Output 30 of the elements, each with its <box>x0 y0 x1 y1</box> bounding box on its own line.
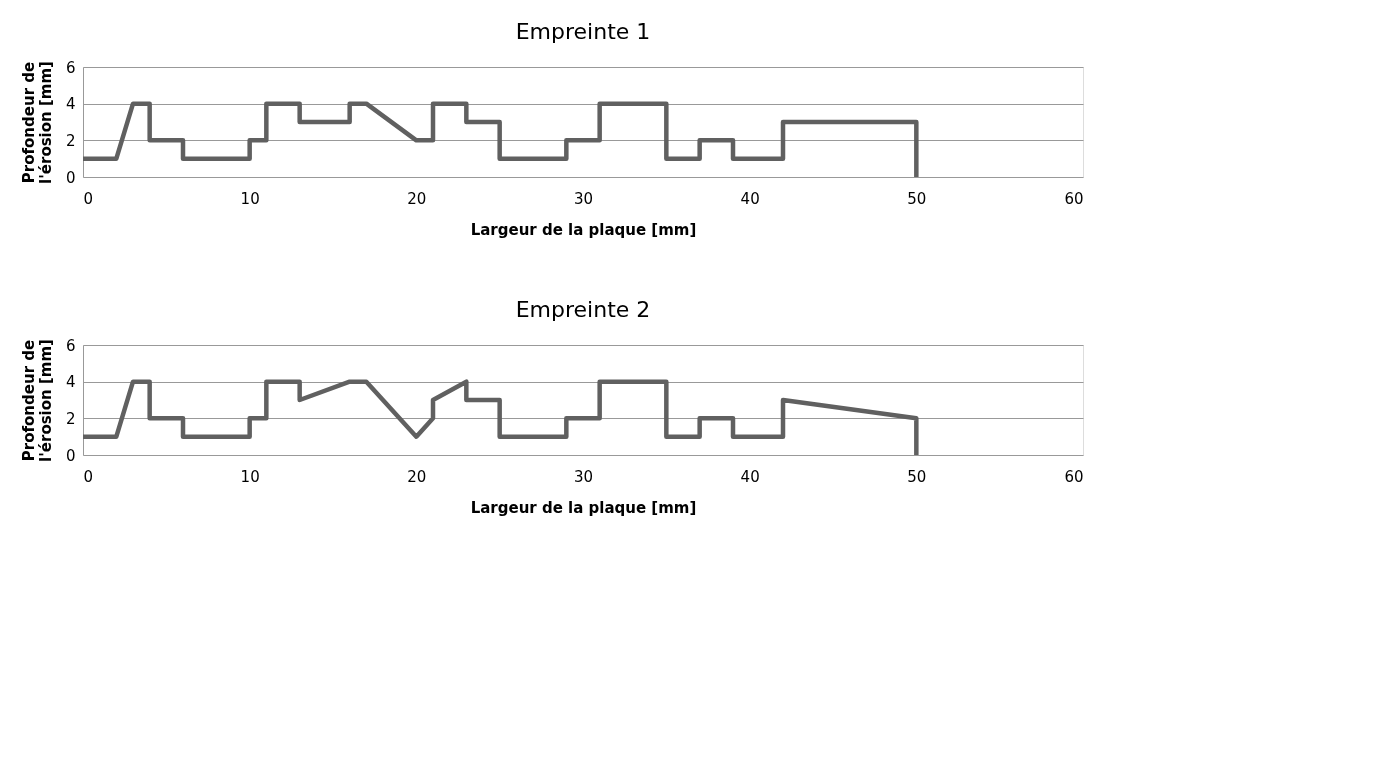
y-tick-label: 4 <box>65 95 76 114</box>
y-tick-label: 0 <box>65 446 76 465</box>
y-tick-label: 6 <box>65 58 76 77</box>
x-tick-label: 40 <box>740 189 760 208</box>
y-tick-label: 0 <box>65 168 76 187</box>
y-tick-label: 2 <box>65 409 76 428</box>
x-tick-label: 30 <box>573 467 594 486</box>
x-tick-label: 20 <box>407 189 427 208</box>
x-axis-title: Largeur de la plaque [mm] <box>470 220 697 239</box>
line-series <box>80 379 919 458</box>
x-tick-label: 30 <box>573 189 594 208</box>
y-axis-title: Profondeur de l'érosion [mm] <box>19 339 55 462</box>
x-tick-label: 40 <box>740 467 760 486</box>
x-axis-title: Largeur de la plaque [mm] <box>470 498 697 517</box>
chart-title: Empreinte 2 <box>515 297 651 322</box>
y-tick-label: 2 <box>65 131 76 150</box>
y-tick-label: 6 <box>65 336 76 355</box>
line-series <box>80 101 919 180</box>
x-tick-label: 20 <box>407 467 427 486</box>
x-tick-label: 0 <box>83 189 94 208</box>
x-tick-label: 0 <box>83 467 94 486</box>
x-tick-label: 10 <box>240 467 260 486</box>
x-tick-label: 50 <box>907 467 927 486</box>
chart-title: Empreinte 1 <box>515 19 651 44</box>
x-tick-label: 60 <box>1064 467 1084 486</box>
x-tick-label: 60 <box>1064 189 1084 208</box>
x-tick-label: 50 <box>907 189 927 208</box>
y-axis-title: Profondeur de l'érosion [mm] <box>19 61 55 184</box>
x-tick-label: 10 <box>240 189 260 208</box>
y-tick-label: 4 <box>65 373 76 392</box>
